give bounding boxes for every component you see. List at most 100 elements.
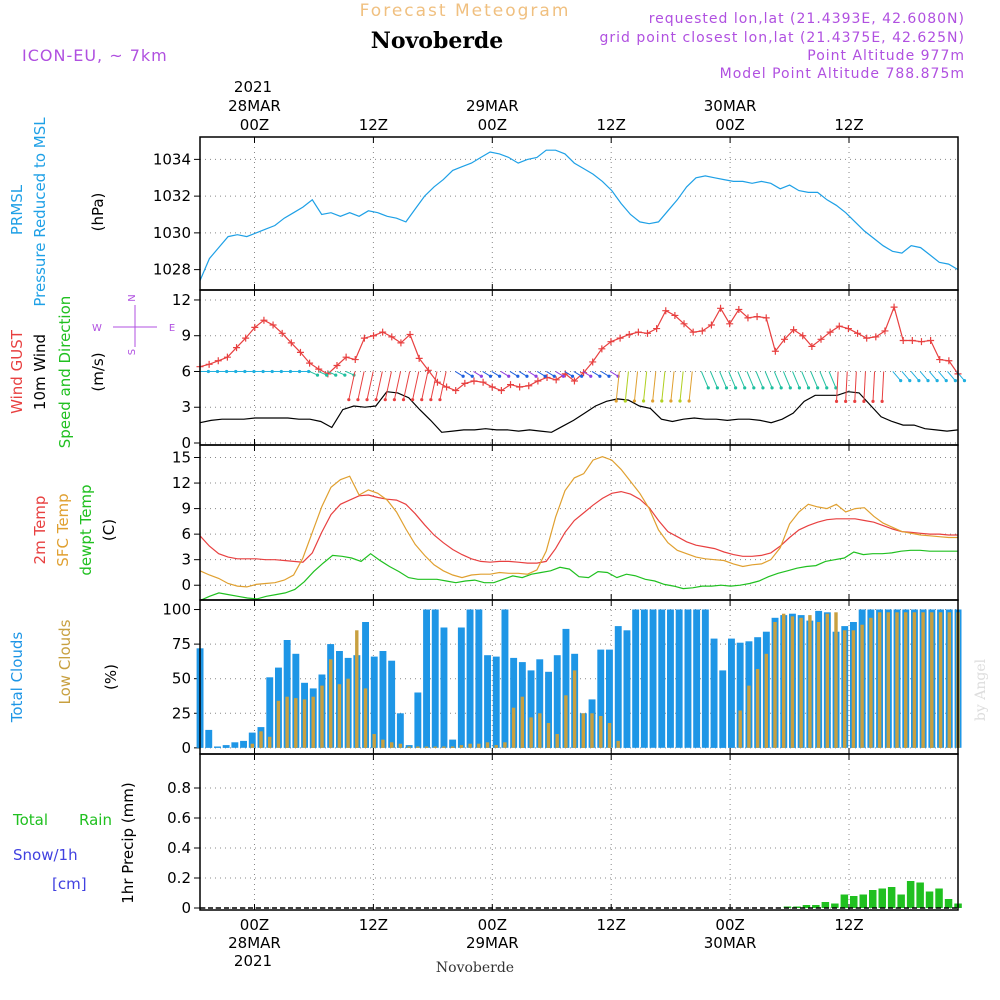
wind-arrow-head-68 (825, 386, 829, 390)
clouds-bar-1-75 (851, 630, 856, 748)
gust-point-5 (242, 334, 250, 342)
wind-arrow-69 (828, 371, 837, 389)
clouds-bar-0-36 (510, 657, 518, 748)
clouds-bar-1-47 (607, 723, 612, 748)
panel-frame-wind (199, 289, 959, 446)
clouds-bar-0-3 (222, 745, 230, 748)
clouds-bar-0-29 (449, 739, 457, 748)
wind-arrow-head-39 (561, 374, 566, 378)
clouds-bar-1-45 (590, 713, 594, 748)
precip-bar-0-68 (840, 894, 849, 908)
wind-arrow-head-23 (401, 398, 406, 402)
clouds-bar-1-30 (459, 745, 464, 748)
clouds-bar-1-39 (538, 713, 542, 748)
gust-point-45 (607, 338, 615, 346)
panel-wind: 0 3 6 9 12 (172, 289, 967, 452)
clouds-bar-0-51 (640, 609, 648, 748)
panel-temperature: 0 3 6 9 12 15 (172, 444, 959, 602)
clouds-bar-0-59 (710, 638, 718, 748)
top-year: 2021 (234, 78, 272, 96)
gust-point-42 (580, 369, 588, 377)
time-top-label-0: 00Z (240, 116, 269, 134)
clouds-bar-0-31 (466, 609, 474, 748)
clouds-bar-1-83 (921, 612, 925, 748)
wind-arrow-77 (901, 371, 911, 381)
precip-bar-0-65 (812, 905, 820, 908)
wind-arrow-head-28 (461, 374, 465, 378)
gust-point-1 (205, 360, 213, 368)
label-snow: Snow/1h (13, 846, 78, 864)
cloud-labels: Total Clouds Low Clouds (%) (8, 619, 120, 723)
wind-arrow-head-56 (715, 386, 719, 390)
ytick-label-4: 12 (172, 291, 191, 309)
gust-point-62 (762, 314, 770, 322)
clouds-bar-0-46 (597, 649, 605, 748)
precip-bar-0-71 (869, 890, 877, 908)
clouds-bar-0-27 (431, 609, 439, 748)
wind-arrow-72 (854, 371, 857, 402)
temperature-series-2 (199, 549, 958, 602)
gust-point-20 (379, 328, 387, 336)
clouds-bar-1-71 (816, 622, 821, 748)
location-title: Novoberde (371, 28, 504, 54)
precip-bar-0-78 (935, 888, 943, 908)
clouds-bar-1-72 (825, 613, 829, 748)
wind-arrow-head-10 (297, 369, 302, 374)
clouds-bar-1-22 (390, 742, 394, 748)
precip-bar-0-79 (944, 899, 953, 908)
gust-point-73 (863, 334, 871, 342)
clouds-bar-1-73 (834, 612, 838, 748)
wind-arrow-head-37 (543, 374, 547, 378)
clouds-bar-0-26 (423, 609, 430, 748)
temperature-series-0 (199, 490, 958, 564)
wind-arrow-22 (393, 371, 402, 400)
clouds-bar-0-58 (701, 609, 709, 748)
wind-arrow-head-77 (908, 379, 912, 383)
clouds-bar-1-21 (381, 739, 385, 748)
wind-arrow-head-62 (770, 386, 774, 390)
ytick-label-5: 15 (172, 449, 191, 467)
gust-point-65 (790, 326, 798, 334)
wind-arrow-73 (863, 371, 866, 402)
ytick-label-2: 1032 (153, 187, 191, 205)
pressure-series-0 (199, 149, 959, 281)
label-rain: Rain (79, 811, 112, 829)
wind-arrow-55 (700, 371, 709, 389)
time-bottom-label-5: 12Z (834, 916, 863, 934)
gridpoint-coords: grid point closest lon,lat (21.4375E, 42… (599, 30, 965, 46)
clouds-bar-1-16 (337, 684, 342, 748)
wind-arrow-head-79 (926, 379, 930, 383)
label-c: (C) (100, 519, 118, 541)
ytick-label-4: 0.8 (167, 779, 191, 797)
temperature-series-1 (199, 456, 958, 588)
wind-arrow-70 (836, 371, 839, 402)
wind-arrow-head-80 (935, 379, 939, 383)
clouds-bar-0-30 (457, 627, 465, 748)
panel-frame-precip (199, 753, 959, 911)
wind-arrow-head-9 (288, 369, 293, 374)
clouds-bar-0-5 (240, 740, 247, 748)
wind-arrow-head-27 (438, 398, 442, 402)
clouds-bar-1-85 (938, 612, 943, 748)
time-top-label-1: 12Z (359, 116, 388, 134)
wind-arrow-71 (845, 371, 848, 402)
gust-point-58 (726, 320, 734, 328)
wind-arrow-head-63 (779, 386, 783, 390)
gust-point-22 (397, 339, 405, 347)
gust-point-39 (552, 376, 560, 384)
gust-point-67 (808, 342, 816, 350)
wind-arrow-head-4 (243, 369, 247, 374)
gust-point-24 (415, 354, 423, 362)
wind-arrow-head-74 (871, 399, 875, 403)
clouds-bar-1-78 (877, 612, 882, 748)
wind-arrow-54 (688, 371, 693, 402)
compass-w: W (92, 323, 102, 334)
gust-point-53 (680, 320, 688, 328)
gust-point-7 (260, 316, 268, 324)
time-top-date-4: 30MAR (704, 97, 757, 115)
wind-arrow-50 (652, 371, 657, 402)
wind-arrow-head-57 (724, 386, 729, 390)
bottom-year: 2021 (234, 952, 272, 970)
clouds-bar-1-28 (442, 746, 446, 748)
label-2m-temp: 2m Temp (31, 496, 49, 565)
